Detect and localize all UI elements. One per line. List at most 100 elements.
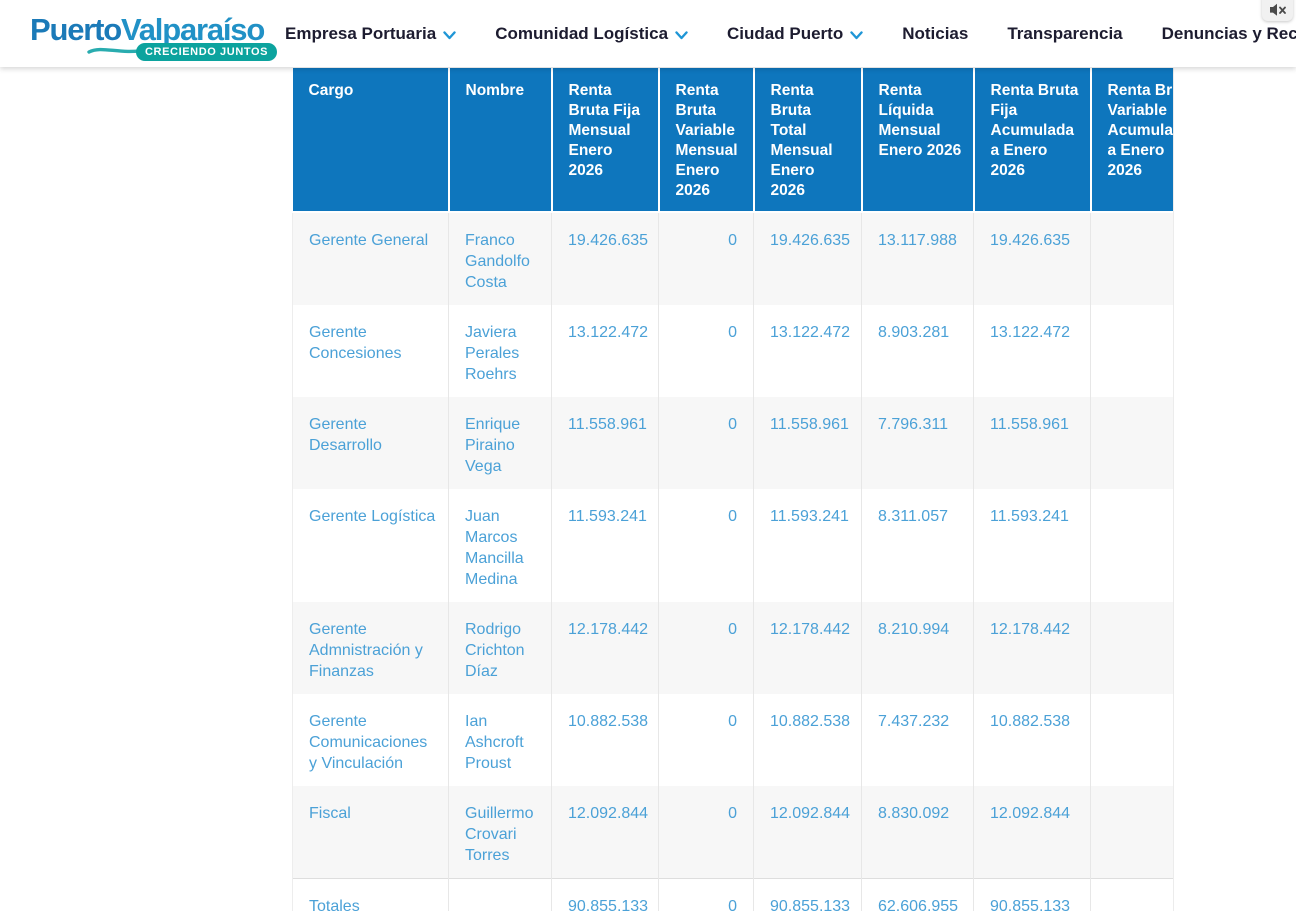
renta-liquida-mensual-cell: 8.903.281 xyxy=(861,305,974,397)
renta-bruta-variable-mensual-cell: 0 xyxy=(658,786,754,879)
renta-bruta-variable-acumulada-cell xyxy=(1091,694,1174,786)
renta-bruta-variable-mensual-cell: 0 xyxy=(658,212,754,305)
renta-bruta-variable-acumulada-cell xyxy=(1091,489,1174,602)
renta-bruta-fija-acumulada-cell: 12.178.442 xyxy=(973,602,1091,694)
logo-part-puerto: Puerto xyxy=(30,11,122,47)
cargo-cell: Gerente Logística xyxy=(292,489,449,602)
logo-part-valparaiso: Valparaíso xyxy=(120,11,265,47)
renta-bruta-variable-mensual-cell: 0 xyxy=(658,694,754,786)
nav-item-label: Comunidad Logística xyxy=(495,23,669,43)
column-header-renta-bruta-fija-acumulada: Renta Bruta Fija Acumulada a Enero 2026 xyxy=(973,68,1092,213)
column-header-renta-liquida-mensual: Renta Líquida Mensual Enero 2026 xyxy=(861,68,975,213)
table-header: Cargo Nombre Renta Bruta Fija Mensual En… xyxy=(292,68,1173,213)
renta-liquida-mensual-cell: 8.210.994 xyxy=(861,602,974,694)
table-row: Gerente Concesiones Javiera Perales Roehr… xyxy=(292,305,1174,397)
renta-bruta-variable-acumulada-cell xyxy=(1091,602,1174,694)
column-header-renta-bruta-total-mensual: Renta Bruta Total Mensual Enero 2026 xyxy=(753,68,863,213)
nav-item-comunidad-logistica[interactable]: Comunidad Logística xyxy=(495,23,688,45)
renta-bruta-total-mensual-cell: 12.092.844 xyxy=(753,786,862,879)
nav-item-label: Transparencia xyxy=(1007,23,1123,43)
screen-capture-icon[interactable] xyxy=(1262,0,1293,21)
cargo-cell: Gerente Concesiones xyxy=(292,305,449,397)
nombre-cell: Franco Gandolfo Costa xyxy=(448,212,552,305)
renta-bruta-fija-acumulada-cell: 10.882.538 xyxy=(973,694,1091,786)
renta-bruta-variable-acumulada-cell xyxy=(1091,305,1174,397)
cargo-cell: Fiscal xyxy=(292,786,449,879)
renta-bruta-total-mensual-cell: 12.178.442 xyxy=(753,602,862,694)
chevron-down-icon xyxy=(675,25,688,45)
nav-item-transparencia[interactable]: Transparencia xyxy=(1007,24,1122,44)
column-header-renta-bruta-variable-acumulada: Renta Bruta Variable Acumulada a Enero 2… xyxy=(1090,68,1173,213)
renta-bruta-variable-mensual-cell: 0 xyxy=(658,878,754,911)
cargo-cell: Gerente Admnistración y Finanzas xyxy=(292,602,449,694)
renta-bruta-fija-acumulada-cell: 90.855.133 xyxy=(973,878,1091,911)
nav-item-label: Ciudad Puerto xyxy=(727,23,844,43)
renta-bruta-fija-mensual-cell: 13.122.472 xyxy=(551,305,659,397)
renta-bruta-fija-acumulada-cell: 11.558.961 xyxy=(973,397,1091,489)
site-logo[interactable]: PuertoValparaíso CRECIENDO JUNTOS xyxy=(30,6,278,62)
logo-wordmark: PuertoValparaíso xyxy=(30,11,265,48)
chevron-down-icon xyxy=(443,25,456,45)
renta-bruta-total-mensual-cell: 11.558.961 xyxy=(753,397,862,489)
table-row: Gerente Comunicaciones y Vinculación Ian … xyxy=(292,694,1174,786)
nav-item-noticias[interactable]: Noticias xyxy=(902,24,968,44)
top-navigation: PuertoValparaíso CRECIENDO JUNTOS Empres… xyxy=(0,0,1296,67)
renta-bruta-fija-mensual-cell: 12.178.442 xyxy=(551,602,659,694)
nav-item-label: Denuncias y Reclamos xyxy=(1161,23,1296,43)
nombre-cell: Javiera Perales Roehrs xyxy=(448,305,552,397)
renta-bruta-total-mensual-cell: 10.882.538 xyxy=(753,694,862,786)
renta-bruta-fija-mensual-cell: 12.092.844 xyxy=(551,786,659,879)
table-row: Gerente Desarrollo Enrique Piraino Vega 11… xyxy=(292,397,1174,489)
cargo-cell: Gerente Comunicaciones y Vinculación xyxy=(292,694,449,786)
salary-table-container: Cargo Nombre Renta Bruta Fija Mensual En… xyxy=(292,68,1174,911)
totals-row: Totales 90.855.133 0 90.855.133 62.606.955 90… xyxy=(292,878,1173,911)
table-row: Gerente General Franco Gandolfo Costa 19.4… xyxy=(292,212,1174,305)
renta-bruta-fija-acumulada-cell: 12.092.844 xyxy=(973,786,1091,879)
renta-liquida-mensual-cell: 8.311.057 xyxy=(861,489,974,602)
renta-bruta-fija-acumulada-cell: 11.593.241 xyxy=(973,489,1091,602)
nav-item-label: Empresa Portuaria xyxy=(285,23,437,43)
renta-bruta-fija-mensual-cell: 11.593.241 xyxy=(551,489,659,602)
column-header-renta-bruta-variable-mensual: Renta Bruta Variable Mensual Enero 2026 xyxy=(658,68,755,213)
renta-bruta-variable-mensual-cell: 0 xyxy=(658,489,754,602)
main-menu: Empresa Portuaria Comunidad Logística Ci… xyxy=(285,23,1296,45)
nombre-cell: Juan Marcos Mancilla Medina xyxy=(448,489,552,602)
renta-bruta-fija-acumulada-cell: 19.426.635 xyxy=(973,212,1091,305)
nombre-cell: Enrique Piraino Vega xyxy=(448,397,552,489)
column-header-nombre: Nombre xyxy=(448,68,553,213)
muted-speaker-glyph xyxy=(1270,3,1286,16)
cargo-cell: Gerente Desarrollo xyxy=(292,397,449,489)
salary-table: Cargo Nombre Renta Bruta Fija Mensual En… xyxy=(292,68,1174,911)
renta-bruta-variable-acumulada-cell xyxy=(1091,786,1174,879)
renta-bruta-fija-mensual-cell: 90.855.133 xyxy=(551,878,659,911)
cargo-cell: Gerente General xyxy=(292,212,449,305)
renta-liquida-mensual-cell: 8.830.092 xyxy=(861,786,974,879)
table-row: Fiscal Guillermo Crovari Torres 12.092.844… xyxy=(292,786,1174,879)
chevron-down-icon xyxy=(850,25,863,45)
nav-item-ciudad-puerto[interactable]: Ciudad Puerto xyxy=(727,23,863,45)
column-header-cargo: Cargo xyxy=(292,68,450,213)
nombre-cell xyxy=(448,878,552,911)
renta-liquida-mensual-cell: 7.796.311 xyxy=(861,397,974,489)
table-row: Gerente Admnistración y Finanzas Rodrigo … xyxy=(292,602,1174,694)
renta-bruta-variable-mensual-cell: 0 xyxy=(658,305,754,397)
renta-bruta-variable-mensual-cell: 0 xyxy=(658,602,754,694)
nav-item-denuncias-y-reclamos[interactable]: Denuncias y Reclamos xyxy=(1162,24,1296,44)
nombre-cell: Ian Ashcroft Proust xyxy=(448,694,552,786)
table-row: Gerente Logística Juan Marcos Mancilla Me… xyxy=(292,489,1174,602)
nombre-cell: Guillermo Crovari Torres xyxy=(448,786,552,879)
column-header-renta-bruta-fija-mensual: Renta Bruta Fija Mensual Enero 2026 xyxy=(551,68,660,213)
renta-bruta-variable-acumulada-cell xyxy=(1091,212,1174,305)
renta-bruta-total-mensual-cell: 90.855.133 xyxy=(753,878,862,911)
nav-item-label: Noticias xyxy=(902,23,969,43)
salary-table-body: Gerente General Franco Gandolfo Costa 19.4… xyxy=(292,212,1174,911)
renta-bruta-variable-acumulada-cell xyxy=(1091,397,1174,489)
renta-bruta-total-mensual-cell: 19.426.635 xyxy=(753,212,862,305)
renta-bruta-fija-mensual-cell: 11.558.961 xyxy=(551,397,659,489)
nav-item-empresa-portuaria[interactable]: Empresa Portuaria xyxy=(285,23,456,45)
renta-liquida-mensual-cell: 62.606.955 xyxy=(861,878,974,911)
cargo-cell: Totales xyxy=(292,878,449,911)
renta-liquida-mensual-cell: 13.117.988 xyxy=(861,212,974,305)
nombre-cell: Rodrigo Crichton Díaz xyxy=(448,602,552,694)
renta-bruta-total-mensual-cell: 13.122.472 xyxy=(753,305,862,397)
